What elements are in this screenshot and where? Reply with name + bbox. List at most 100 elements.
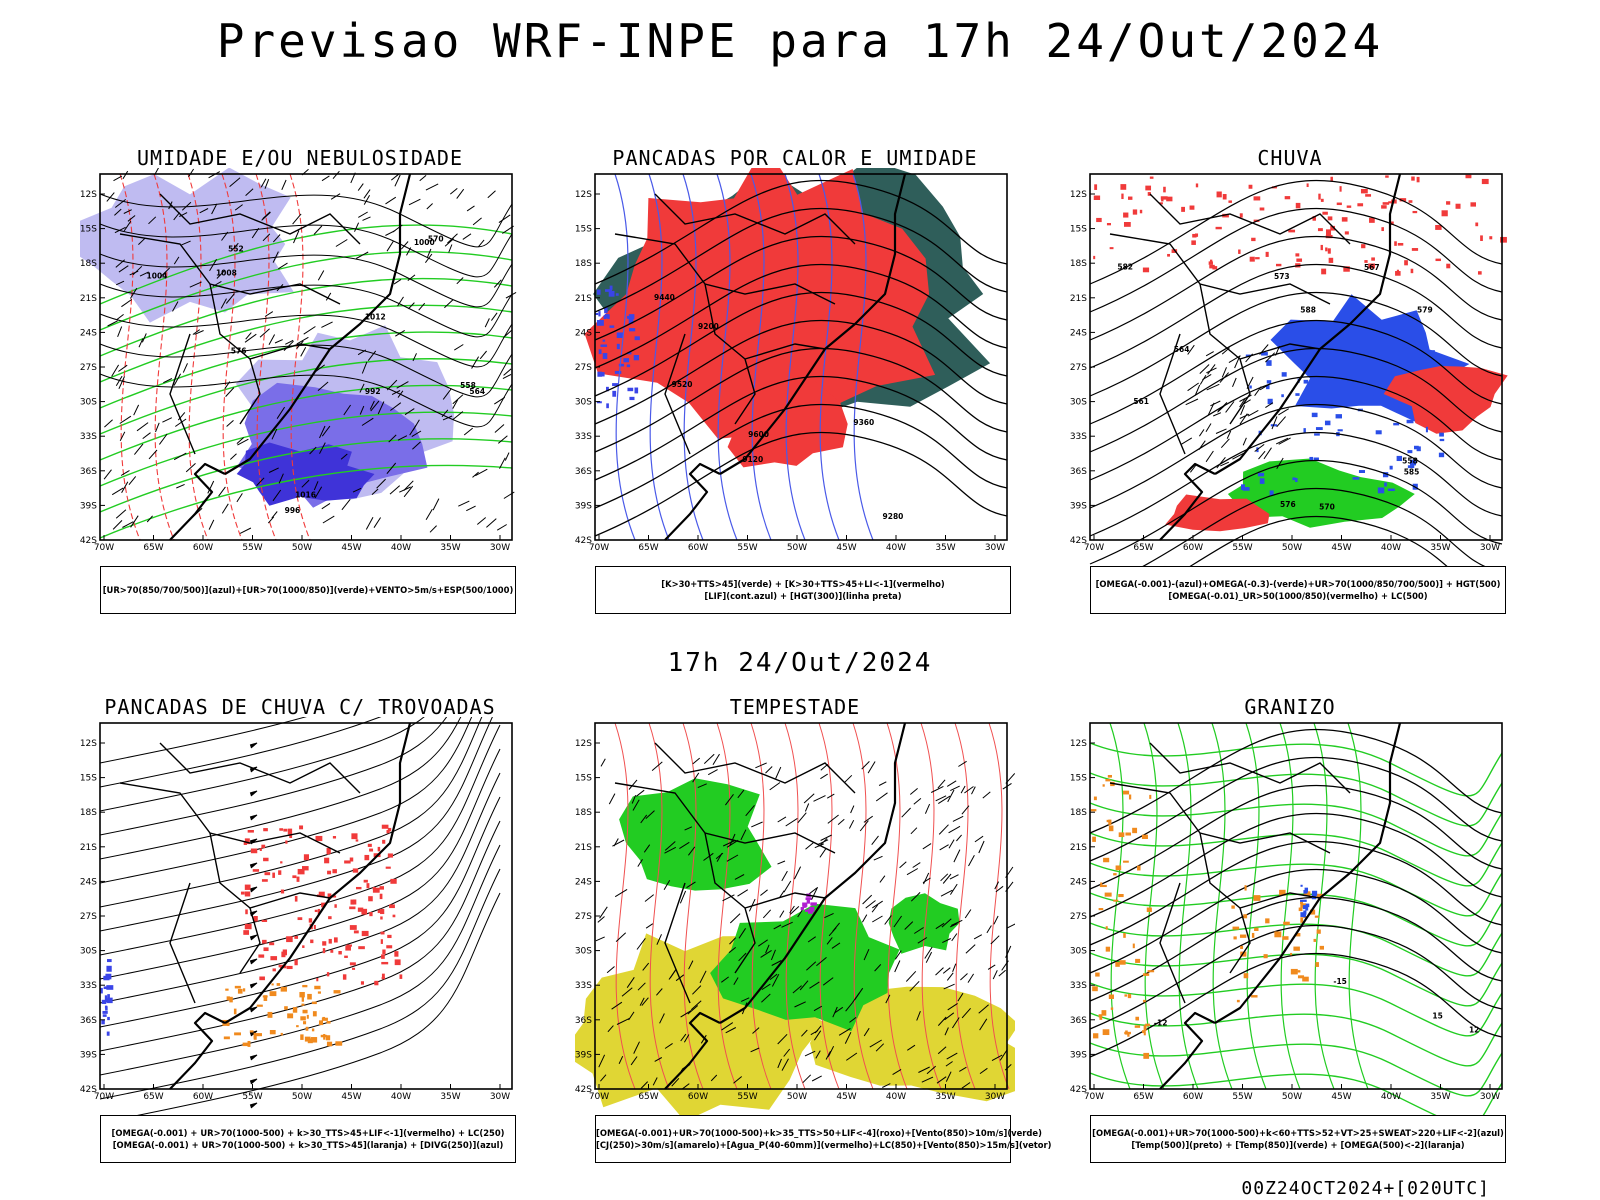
legend-line: [LIF](cont.azul) + [HGT(300)](linha pret… (704, 591, 902, 601)
wind-vector (797, 812, 807, 824)
lat-label: 42S (575, 1085, 592, 1095)
isoline (594, 431, 1008, 537)
wind-vector (872, 915, 883, 923)
wind-vector (114, 226, 126, 234)
speckle (300, 1016, 306, 1021)
wind-vector (993, 915, 999, 925)
wind-vector (750, 1047, 760, 1053)
speckle (1389, 465, 1393, 470)
speckle (1216, 191, 1222, 198)
speckle (1303, 428, 1306, 434)
wind-vector (386, 240, 394, 252)
speckle (1125, 832, 1132, 836)
speckle (627, 387, 634, 392)
lat-label: 24S (80, 877, 97, 887)
wind-vector (810, 1030, 819, 1036)
speckle (1381, 373, 1388, 377)
isoline (99, 304, 513, 383)
wind-vector (939, 844, 949, 851)
isoline (1109, 722, 1131, 1090)
wind-vector (952, 963, 957, 972)
wind-vector (710, 1074, 718, 1082)
wind-vector (229, 453, 237, 460)
speckle (1353, 339, 1361, 343)
speckle (308, 918, 313, 923)
wind-vector (370, 400, 380, 412)
speckle (600, 344, 608, 347)
wind-vector (472, 217, 482, 226)
lon-label: 70W (1084, 1092, 1104, 1102)
legend-box: [OMEGA(-0.001)+UR>70(1000-500)+k>35_TTS>… (595, 1115, 1052, 1163)
lat-label: 42S (575, 536, 592, 546)
wind-vector (448, 244, 453, 253)
isoline (99, 373, 513, 428)
wind-vector (863, 948, 870, 961)
border (119, 782, 341, 854)
speckle (321, 1017, 328, 1021)
speckle (379, 893, 383, 900)
speckle (1265, 918, 1270, 924)
speckle (1393, 422, 1400, 426)
wind-vector (296, 336, 309, 345)
speckle (1275, 263, 1282, 267)
streamline-arrow (249, 886, 258, 893)
wind-vector (725, 1027, 737, 1034)
speckle (1290, 952, 1293, 956)
wind-vector (910, 827, 918, 835)
speckle (394, 959, 401, 966)
wind-vector (136, 422, 149, 432)
wind-vector (781, 1058, 789, 1071)
isoline (1089, 1012, 1503, 1067)
isoline (99, 251, 513, 331)
speckle (1404, 260, 1408, 266)
wind-vector (863, 1027, 870, 1037)
wind-vector (951, 933, 958, 942)
isoline (99, 384, 513, 461)
speckle (1243, 973, 1249, 979)
wind-vector (822, 977, 834, 986)
wind-vector (761, 983, 771, 991)
speckle (303, 1021, 307, 1025)
speckle (364, 854, 370, 861)
border (664, 333, 691, 455)
speckle (1313, 457, 1319, 460)
speckle (1365, 194, 1372, 197)
border (169, 333, 196, 455)
streamline-arrow (249, 742, 258, 749)
speckle (1384, 482, 1387, 487)
speckle (226, 996, 230, 1001)
legend-line: [CJ(250)>30m/s](amarelo)+[Agua_P(40-60mm… (596, 1140, 1052, 1150)
map-granizo: -12 -15 15 12 12S 15S 18S 21S 24S 27S 30S 33S 36S 39S… (1070, 722, 1503, 1117)
wind-vector (237, 438, 249, 446)
wind-vector (626, 977, 635, 988)
speckle (369, 848, 374, 852)
speckle (804, 909, 812, 912)
wind-vector (425, 509, 433, 521)
speckle (1300, 917, 1304, 923)
wind-vector (825, 1050, 831, 1060)
wind-vector (319, 442, 326, 454)
wind-vector (393, 278, 402, 285)
speckle (1314, 376, 1321, 380)
lon-label: 40W (391, 1092, 411, 1102)
wind-vector (618, 1055, 624, 1065)
speckle (1244, 885, 1247, 891)
speckle (1309, 456, 1314, 461)
speckle (107, 994, 110, 999)
streamline (99, 717, 425, 812)
streamline (99, 844, 501, 1076)
speckle (1092, 986, 1098, 992)
isoline (1089, 347, 1503, 453)
speckle (1339, 186, 1342, 192)
wind-vector (745, 804, 755, 817)
lat-label: 12S (80, 739, 97, 749)
wind-vector (804, 803, 810, 812)
wind-vector (948, 825, 961, 834)
isoline (1089, 832, 1503, 887)
wind-vector (884, 915, 892, 925)
speckle (1305, 905, 1309, 911)
speckle (1105, 946, 1111, 952)
speckle (332, 869, 337, 874)
wind-vector (1275, 437, 1289, 445)
wind-vector (872, 900, 883, 909)
